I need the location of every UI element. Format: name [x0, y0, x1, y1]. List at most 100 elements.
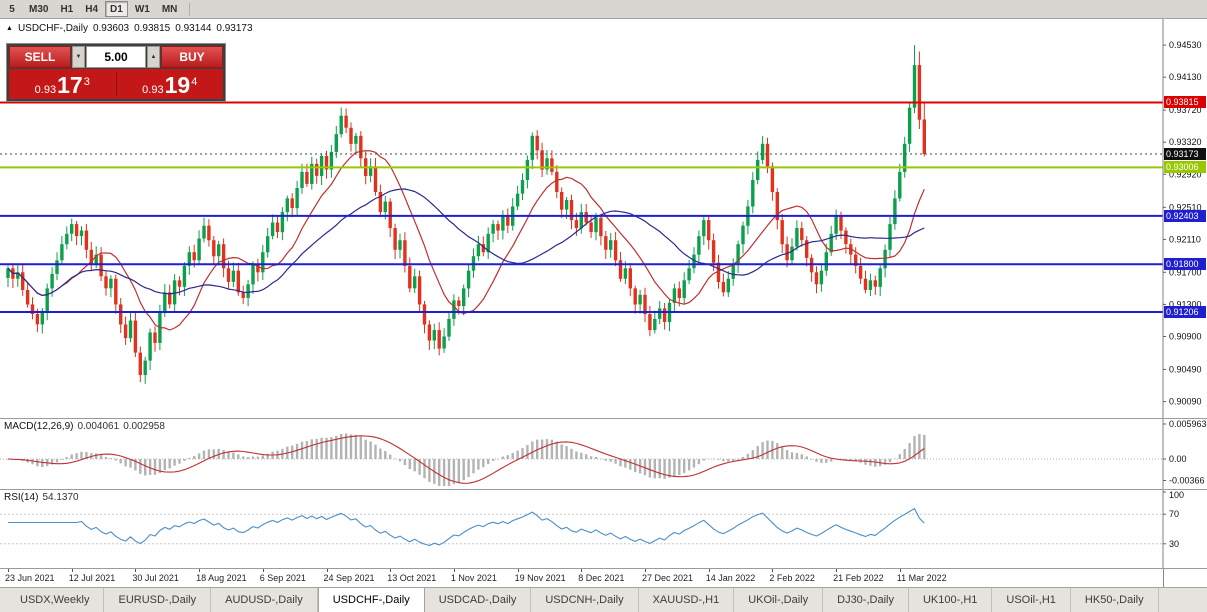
- date-label: 1 Nov 2021: [450, 573, 497, 583]
- svg-text:0.94530: 0.94530: [1169, 40, 1202, 50]
- date-label: 12 Jul 2021: [68, 573, 116, 583]
- chart-tab-audusd-daily[interactable]: AUDUSD-,Daily: [211, 588, 318, 612]
- macd-panel[interactable]: 0.005963 0.00 -0.00366 MACD(12,26,9) 0.0040…: [0, 418, 1207, 489]
- date-label: 13 Oct 2021: [387, 573, 437, 583]
- price-chart-canvas[interactable]: 0.94530 0.94130 0.93720 0.93320 0.92920 0.925…: [0, 19, 1207, 418]
- macd-canvas[interactable]: 0.005963 0.00 -0.00366: [0, 419, 1207, 489]
- sell-price-pipette: 3: [83, 76, 90, 88]
- timeframe-button-mn[interactable]: MN: [157, 1, 183, 17]
- ohlc-close: 0.93173: [216, 23, 253, 34]
- date-label: 27 Dec 2021: [642, 573, 694, 583]
- macd-main-value: 0.004061: [77, 421, 120, 432]
- toolbar-separator: [189, 2, 191, 16]
- chart-tab-xauusd-h1[interactable]: XAUUSD-,H1: [639, 588, 735, 612]
- macd-signal-line: [7, 435, 925, 484]
- buy-button[interactable]: BUY: [161, 46, 223, 68]
- svg-text:0.90090: 0.90090: [1169, 397, 1202, 407]
- axis-tick: [8, 569, 9, 572]
- timeframe-toolbar: 5 M30 H1 H4 D1 W1 MN: [0, 0, 1207, 19]
- buy-price-base: 0.93: [142, 84, 164, 96]
- date-label: 8 Dec 2021: [578, 573, 625, 583]
- axis-tick: [199, 569, 201, 572]
- trade-prices-row: 0.93 17 3 0.93 19 4: [9, 69, 223, 99]
- axis-tick: [772, 569, 774, 572]
- volume-decrease-button[interactable]: ▼: [72, 46, 85, 68]
- axis-tick: [453, 569, 455, 572]
- volume-input[interactable]: [86, 46, 146, 68]
- rsi-canvas[interactable]: 100 70 30: [0, 490, 1207, 568]
- buy-price-pipette: 4: [191, 76, 198, 88]
- date-label: 6 Sep 2021: [259, 573, 306, 583]
- chart-tab-hk50-daily[interactable]: HK50-,Daily: [1071, 588, 1159, 612]
- buy-price[interactable]: 0.93 19 4: [117, 69, 224, 99]
- timeframe-button-w1[interactable]: W1: [130, 1, 155, 17]
- axis-tick: [581, 569, 583, 572]
- date-label: 30 Jul 2021: [132, 573, 179, 583]
- rsi-value: 54.1370: [42, 492, 79, 503]
- svg-text:70: 70: [1169, 509, 1179, 519]
- date-label: 21 Feb 2022: [833, 573, 884, 583]
- timeframe-button-m30[interactable]: M30: [24, 1, 53, 17]
- rsi-title: RSI(14) 54.1370: [4, 492, 83, 503]
- timeframe-button-5[interactable]: 5: [2, 1, 22, 17]
- chart-tab-usdchf-daily[interactable]: USDCHF-,Daily: [317, 588, 425, 612]
- sell-button[interactable]: SELL: [9, 46, 71, 68]
- chart-tab-usdcad-daily[interactable]: USDCAD-,Daily: [425, 588, 532, 612]
- macd-label: MACD(12,26,9): [4, 421, 74, 432]
- buy-price-big: 19: [164, 72, 191, 98]
- axis-tick: [899, 569, 901, 572]
- scale-border: [1163, 569, 1164, 587]
- horizontal-levels: [0, 101, 1163, 313]
- svg-text:0.00: 0.00: [1169, 454, 1187, 464]
- date-label: 24 Sep 2021: [323, 573, 375, 583]
- svg-text:0.93720: 0.93720: [1169, 105, 1202, 115]
- volume-increase-button[interactable]: ▲: [147, 46, 160, 68]
- svg-text:0.94130: 0.94130: [1169, 72, 1202, 82]
- svg-text:0.005963: 0.005963: [1169, 419, 1207, 429]
- sell-price[interactable]: 0.93 17 3: [9, 69, 116, 99]
- chart-tab-usoil-h1[interactable]: USOil-,H1: [992, 588, 1071, 612]
- price-divider: [115, 72, 117, 96]
- timeframe-button-h1[interactable]: H1: [55, 1, 78, 17]
- svg-text:0.93320: 0.93320: [1169, 137, 1202, 147]
- timeframe-button-d1[interactable]: D1: [105, 1, 128, 17]
- one-click-trading-panel: SELL ▼ ▲ BUY 0.93 17 3 0.93 19 4: [6, 43, 226, 102]
- price-chart-panel[interactable]: 0.94530 0.94130 0.93720 0.93320 0.92920 0.925…: [0, 19, 1207, 418]
- chart-tab-dj30-daily[interactable]: DJ30-,Daily: [823, 588, 909, 612]
- sell-price-base: 0.93: [34, 84, 57, 96]
- date-label: 19 Nov 2021: [514, 573, 566, 583]
- chart-tab-eurusd-daily[interactable]: EURUSD-,Daily: [104, 588, 212, 612]
- sell-price-big: 17: [57, 72, 83, 98]
- date-label: 18 Aug 2021: [196, 573, 247, 583]
- rsi-panel[interactable]: 100 70 30 RSI(14) 54.1370: [0, 489, 1207, 568]
- axis-tick: [645, 569, 646, 572]
- date-label: 2 Feb 2022: [769, 573, 815, 583]
- axis-tick: [71, 569, 73, 572]
- date-label: 11 Mar 2022: [896, 573, 947, 583]
- svg-text:0.91300: 0.91300: [1169, 299, 1202, 309]
- axis-tick: [326, 569, 328, 572]
- macd-signal-value: 0.002958: [123, 421, 165, 432]
- axis-tick: [708, 569, 710, 572]
- ohlc-low: 0.93144: [175, 23, 212, 34]
- axis-tick: [836, 569, 838, 572]
- macd-title: MACD(12,26,9) 0.004061 0.002958: [4, 421, 169, 432]
- collapse-icon[interactable]: ▲: [6, 24, 13, 32]
- svg-text:0.92110: 0.92110: [1169, 234, 1201, 244]
- time-axis[interactable]: 23 Jun 2021 12 Jul 2021 30 Jul 2021 18 Aug …: [0, 568, 1207, 587]
- axis-tick: [517, 569, 519, 572]
- chart-tab-uk100-h1[interactable]: UK100-,H1: [909, 588, 993, 612]
- svg-text:0.90490: 0.90490: [1169, 364, 1202, 374]
- date-label: 23 Jun 2021: [5, 573, 55, 583]
- svg-text:0.91700: 0.91700: [1169, 267, 1202, 277]
- svg-text:30: 30: [1169, 539, 1179, 549]
- chart-tab-usdcnh-daily[interactable]: USDCNH-,Daily: [531, 588, 639, 612]
- timeframe-button-h4[interactable]: H4: [80, 1, 103, 17]
- chart-tabs: USDX,Weekly EURUSD-,Daily AUDUSD-,Daily USD…: [0, 587, 1207, 612]
- chart-tab-usdx-weekly[interactable]: USDX,Weekly: [6, 588, 105, 612]
- chart-tab-ukoil-daily[interactable]: UKOil-,Daily: [734, 588, 824, 612]
- price-scale: 0.94530 0.94130 0.93720 0.93320 0.92920 0.925…: [1162, 19, 1202, 418]
- svg-text:100: 100: [1169, 490, 1184, 500]
- axis-tick: [390, 569, 392, 572]
